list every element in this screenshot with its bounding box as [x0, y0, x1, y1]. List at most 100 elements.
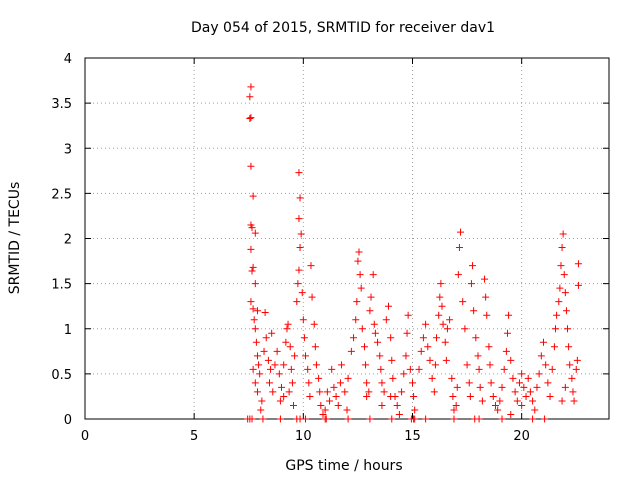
- data-point: [472, 334, 480, 342]
- data-point: [256, 370, 264, 378]
- data-point: [529, 397, 537, 405]
- data-point: [436, 293, 444, 301]
- data-point: [293, 298, 301, 306]
- data-point: [569, 388, 577, 396]
- data-point: [474, 352, 482, 360]
- data-point: [437, 280, 445, 288]
- data-point: [388, 415, 396, 423]
- data-point: [284, 320, 292, 328]
- data-point: [363, 379, 371, 387]
- data-point: [248, 415, 256, 423]
- data-point: [570, 397, 578, 405]
- data-point: [507, 410, 515, 418]
- data-point: [467, 280, 475, 288]
- data-point: [489, 392, 497, 400]
- data-point: [505, 311, 513, 319]
- data-point: [248, 224, 256, 232]
- data-point: [338, 361, 346, 369]
- data-point: [574, 260, 582, 268]
- data-point: [540, 338, 547, 346]
- data-point: [253, 388, 261, 396]
- data-point: [380, 388, 388, 396]
- y-tick-label: 1: [64, 323, 72, 338]
- data-point: [370, 320, 378, 328]
- data-point: [246, 114, 254, 122]
- data-point: [334, 401, 342, 409]
- data-point: [466, 392, 474, 400]
- data-point: [299, 316, 307, 324]
- data-point: [296, 244, 304, 252]
- data-point: [564, 325, 572, 333]
- x-tick-label: 0: [81, 429, 89, 444]
- data-point: [557, 262, 565, 270]
- data-point: [520, 383, 528, 391]
- y-tick-label: 0.5: [51, 368, 72, 383]
- data-point: [566, 361, 574, 369]
- data-point: [558, 244, 566, 252]
- data-point: [503, 329, 511, 337]
- data-point: [482, 293, 490, 301]
- data-point: [308, 293, 316, 301]
- data-point: [354, 257, 362, 265]
- data-point: [250, 316, 258, 324]
- data-points: [244, 83, 582, 423]
- data-point: [260, 347, 268, 355]
- data-point: [356, 271, 364, 279]
- data-point: [367, 293, 375, 301]
- data-point: [509, 374, 517, 382]
- data-point: [347, 347, 355, 355]
- data-point: [461, 325, 469, 333]
- data-point: [568, 374, 576, 382]
- data-point: [457, 228, 465, 236]
- data-point: [259, 415, 267, 423]
- data-point: [449, 392, 457, 400]
- data-point: [438, 302, 446, 310]
- data-point: [404, 311, 412, 319]
- data-point: [247, 298, 255, 306]
- data-point: [319, 410, 327, 418]
- data-point: [369, 271, 377, 279]
- data-point: [295, 169, 303, 177]
- data-point: [307, 262, 315, 270]
- y-tick-label: 2.5: [51, 187, 72, 202]
- data-point: [323, 388, 331, 396]
- data-point: [552, 325, 560, 333]
- data-point: [398, 388, 406, 396]
- data-point: [522, 392, 530, 400]
- data-point: [443, 325, 451, 333]
- data-point: [344, 415, 352, 423]
- data-point: [502, 347, 510, 355]
- data-point: [452, 401, 460, 409]
- data-point: [247, 83, 255, 91]
- data-point: [481, 275, 489, 283]
- data-point: [406, 365, 414, 373]
- data-point: [253, 307, 261, 315]
- data-point: [518, 401, 526, 409]
- data-point: [422, 415, 430, 423]
- data-point: [363, 392, 371, 400]
- data-point: [483, 311, 491, 319]
- data-point: [541, 415, 549, 423]
- data-point: [298, 289, 306, 297]
- data-point: [352, 316, 360, 324]
- data-point: [317, 401, 325, 409]
- data-point: [529, 415, 537, 423]
- data-point: [302, 352, 310, 360]
- x-tick-label: 10: [295, 429, 312, 444]
- data-point: [424, 343, 432, 351]
- data-point: [290, 401, 298, 409]
- data-point: [247, 114, 255, 122]
- data-point: [285, 388, 293, 396]
- data-point: [295, 215, 303, 223]
- data-point: [465, 379, 473, 387]
- data-point: [294, 280, 302, 288]
- axis-ticks: 0 5 10 15 20 0 0.5 1 1.5 2 2.5 3 3.5 4: [51, 52, 609, 444]
- data-point: [278, 383, 285, 391]
- data-point: [275, 370, 283, 378]
- data-point: [515, 379, 523, 387]
- x-axis-title: GPS time / hours: [285, 458, 402, 474]
- data-point: [355, 248, 363, 256]
- data-point: [388, 356, 396, 364]
- data-point: [252, 338, 260, 346]
